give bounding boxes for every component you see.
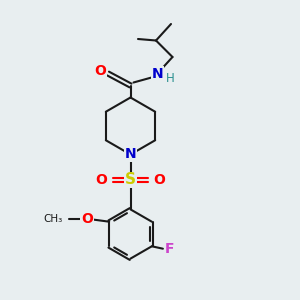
Text: O: O: [95, 173, 107, 187]
Text: CH₃: CH₃: [44, 214, 63, 224]
Text: F: F: [165, 242, 175, 256]
Text: O: O: [81, 212, 93, 226]
Text: H: H: [166, 72, 175, 86]
Text: N: N: [125, 148, 136, 161]
Text: O: O: [154, 173, 166, 187]
Text: O: O: [94, 64, 106, 78]
Text: N: N: [152, 67, 163, 80]
Text: S: S: [125, 172, 136, 188]
